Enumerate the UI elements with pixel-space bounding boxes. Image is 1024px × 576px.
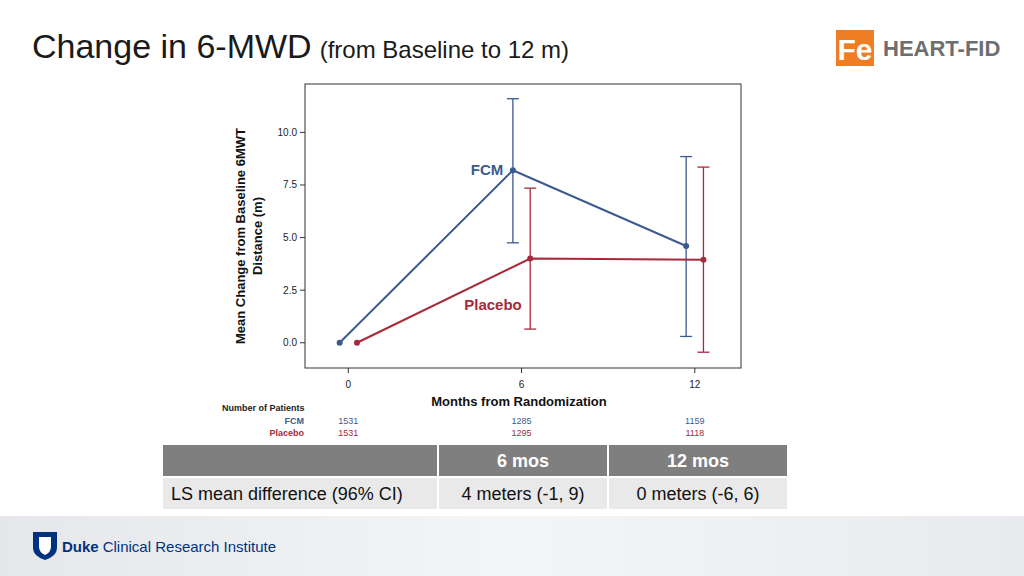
title-text: Change in 6-MWD [32,27,312,65]
table-cell-text: 4 meters (-1, 9) [461,484,584,504]
footer-text: DukeClinical Research Institute [62,538,276,555]
point [683,243,689,249]
series-label: Placebo [464,296,522,313]
patients-count: 1118 [685,428,704,438]
subtitle: (from Baseline to 12 m) [320,36,569,63]
plot-data [337,99,710,352]
table-cell [609,478,787,509]
y-axis-label: Distance (m) [250,197,265,275]
y-tick-label: 5.0 [283,232,297,243]
error-cap [697,166,709,167]
x-tick [521,368,522,373]
table-cell-text: LS mean difference (96% CI) [171,484,403,504]
y-tick-label: 10.0 [278,127,298,138]
table-header-text: 12 mos [667,451,729,471]
footer-shield-inner [39,537,51,555]
title: Change in 6-MWD (from Baseline to 12 m) [32,27,569,65]
error-bar [524,188,536,329]
y-tick [300,132,305,133]
y-tick-label: 0.0 [283,337,297,348]
patients-count: 1159 [685,416,704,426]
footer-brand-bold: Duke [62,538,99,555]
y-tick [300,290,305,291]
error-bar [680,157,692,337]
x-tick [348,368,349,373]
patients-count: 1285 [512,416,532,426]
patients-count: 1531 [338,428,358,438]
y-tick [300,342,305,343]
error-cap [507,242,519,243]
y-tick-label: 7.5 [283,179,297,190]
logo-mark: Fe [837,33,872,66]
y-tick-label: 2.5 [283,285,297,296]
error-cap [680,156,692,157]
point [337,340,343,346]
error-cap [507,98,519,99]
logo-text: HEART-FID [883,36,1000,61]
point [510,167,516,173]
series-label: FCM [471,161,504,178]
footer-shield [33,532,57,560]
patients-label: Number of Patients [222,403,305,413]
error-cap [697,352,709,353]
point [527,256,533,262]
table-header-cell [439,445,607,476]
x-tick-label: 6 [519,379,525,390]
table-header-cell [609,445,787,476]
patients-count: 1531 [338,416,358,426]
x-axis-label: Months from Randomization [431,394,607,409]
x-tick-label: 0 [346,379,352,390]
error-cap [680,336,692,337]
table-header-cell [163,445,437,476]
error-bar [507,99,519,243]
logo-box [836,30,874,66]
patients-count: 1295 [512,428,532,438]
y-tick [300,237,305,238]
error-bar [697,167,709,352]
patients-row-name: FCM [285,416,305,426]
y-tick [300,184,305,185]
footer-band [0,516,1024,576]
table-cell [163,478,437,509]
plot-frame [305,84,741,368]
x-tick [694,368,695,373]
error-cap [524,328,536,329]
patients-row-name: Placebo [269,428,304,438]
x-tick-label: 12 [689,379,701,390]
table-cell [439,478,607,509]
point [354,340,360,346]
footer-brand-rest: Clinical Research Institute [103,538,276,555]
table-header-text: 6 mos [497,451,549,471]
y-axis-label: Mean Change from Baseline 6MWT [233,128,248,344]
table-cell-text: 0 meters (-6, 6) [636,484,759,504]
point [700,257,706,263]
error-cap [524,187,536,188]
